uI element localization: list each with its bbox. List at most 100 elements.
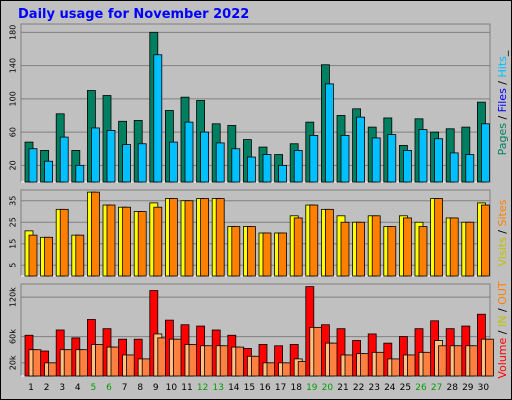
bar-sites-day-7 <box>122 206 131 277</box>
bar-hits-day-6 <box>106 130 116 183</box>
bar-sites-day-17 <box>278 232 288 277</box>
bar-hits-day-23 <box>371 137 381 183</box>
bar-hits-day-18 <box>293 149 303 183</box>
bar-sites-day-16 <box>262 232 272 277</box>
y-tick-label: 5 <box>9 263 18 268</box>
legend-entry: Volume <box>496 337 509 378</box>
legend-entry: Files <box>496 88 509 112</box>
x-tick-label: 8 <box>137 383 143 393</box>
bar-out-day-24 <box>391 358 401 377</box>
bar-hits-day-4 <box>75 164 85 183</box>
chart-title: Daily usage for November 2022 <box>18 7 250 22</box>
bar-out-day-27 <box>438 345 448 377</box>
x-tick-label: 13 <box>212 383 223 393</box>
x-tick-label: 11 <box>181 383 192 393</box>
bar-sites-day-12 <box>200 198 210 277</box>
bar-hits-day-25 <box>402 149 412 183</box>
legend-entry: Sites <box>496 199 509 226</box>
side-legend-3: Volume / IN / OUT <box>496 281 509 379</box>
bar-out-day-5 <box>95 344 104 377</box>
x-tick-label: 30 <box>478 383 490 393</box>
x-tick-label: 10 <box>166 383 178 393</box>
bar-out-day-9 <box>157 337 167 377</box>
x-tick-label: 6 <box>106 383 112 393</box>
y-tick-label: 120k <box>9 287 18 307</box>
bar-hits-day-13 <box>215 142 225 183</box>
legend-entry: OUT <box>496 281 509 305</box>
bar-out-day-23 <box>375 351 385 377</box>
legend-entry: Visits <box>496 237 509 266</box>
x-tick-label: 25 <box>400 383 411 393</box>
x-tick-label: 23 <box>368 383 379 393</box>
bar-out-day-17 <box>282 362 292 377</box>
bar-out-day-21 <box>344 354 354 377</box>
bar-out-day-8 <box>141 358 151 377</box>
bar-out-day-14 <box>235 346 245 377</box>
bar-sites-day-21 <box>340 221 350 277</box>
bar-out-day-4 <box>79 349 89 377</box>
x-tick-label: 17 <box>275 383 286 393</box>
x-tick-label: 3 <box>59 383 65 393</box>
y-tick-label: 60k <box>9 329 18 344</box>
y-tick-label: 20 <box>9 160 18 170</box>
bar-out-day-29 <box>469 345 479 377</box>
bar-hits-day-24 <box>387 134 397 183</box>
x-tick-label: 2 <box>44 383 50 393</box>
bar-hits-day-28 <box>449 152 459 183</box>
bar-hits-day-19 <box>309 135 319 183</box>
legend-entry: / <box>496 112 509 123</box>
legend-entry: / <box>496 77 509 88</box>
bar-hits-day-21 <box>340 135 350 183</box>
x-tick-label: 7 <box>122 383 128 393</box>
bar-out-day-1 <box>32 349 42 377</box>
bar-out-day-25 <box>406 354 416 377</box>
bar-sites-day-1 <box>28 234 38 277</box>
bar-sites-day-24 <box>387 226 397 277</box>
bar-hits-day-12 <box>200 131 210 183</box>
bar-sites-day-30 <box>480 204 490 277</box>
chart-panel-2: 5 15 25 35 <box>9 189 491 277</box>
bar-hits-day-16 <box>262 154 272 183</box>
bar-hits-day-3 <box>59 136 69 183</box>
x-tick-label: 4 <box>75 383 81 393</box>
bar-sites-day-14 <box>231 226 241 277</box>
bar-out-day-22 <box>360 353 370 377</box>
bar-sites-day-26 <box>418 226 428 277</box>
bar-hits-day-8 <box>137 143 147 183</box>
bar-hits-day-29 <box>465 154 475 183</box>
bar-hits-day-30 <box>480 123 490 183</box>
bar-hits-day-15 <box>246 156 256 183</box>
legend-entry: / <box>496 226 509 237</box>
bar-sites-day-27 <box>434 198 444 277</box>
x-tick-label: 22 <box>353 383 364 393</box>
legend-entry: Hits <box>496 56 509 78</box>
y-tick-label: 15 <box>9 239 18 249</box>
legend-entry: Pages <box>496 123 509 156</box>
bar-hits-day-11 <box>184 121 194 183</box>
bar-sites-day-6 <box>106 204 116 277</box>
x-tick-label: 29 <box>462 383 474 393</box>
x-tick-label: 24 <box>384 383 396 393</box>
bar-sites-day-8 <box>137 211 147 277</box>
x-tick-label: 14 <box>228 383 240 393</box>
y-tick-label: 180 <box>9 25 18 40</box>
bar-hits-day-22 <box>356 116 366 183</box>
x-tick-label: 27 <box>431 383 442 393</box>
bar-hits-day-7 <box>122 144 131 183</box>
bar-out-day-7 <box>126 354 135 377</box>
x-tick-label: 1 <box>28 383 34 393</box>
bar-out-day-13 <box>219 345 229 377</box>
bar-out-day-19 <box>313 326 323 377</box>
bar-hits-day-27 <box>434 138 444 183</box>
bar-sites-day-5 <box>91 191 100 277</box>
x-tick-label: 5 <box>91 383 97 393</box>
bar-sites-day-10 <box>168 198 178 277</box>
bar-hits-day-17 <box>278 164 288 183</box>
bar-hits-day-14 <box>231 148 241 183</box>
legend-entry: / <box>496 305 509 316</box>
x-tick-label: 19 <box>306 383 318 393</box>
bar-out-day-12 <box>204 345 214 377</box>
bar-hits-day-26 <box>418 129 428 183</box>
x-tick-label: 26 <box>415 383 427 393</box>
bar-out-day-20 <box>328 342 338 377</box>
